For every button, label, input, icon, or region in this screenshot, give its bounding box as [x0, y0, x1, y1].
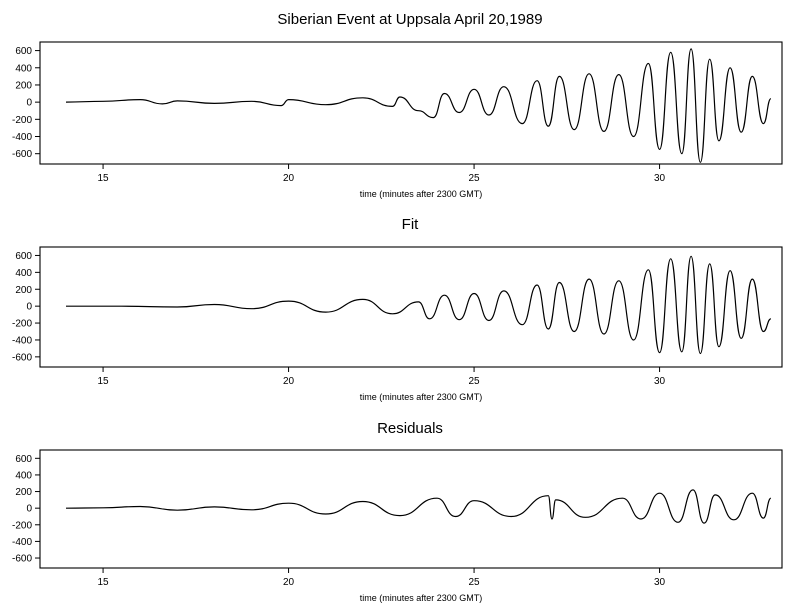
y-tick-label: 200: [15, 487, 32, 498]
y-tick-label: -200: [12, 520, 32, 531]
y-tick-label: 400: [15, 63, 32, 74]
series-line: [65, 48, 772, 163]
y-tick-label: 400: [15, 268, 32, 279]
x-tick-label: 15: [98, 173, 110, 184]
plot-frame: [39, 246, 783, 368]
y-tick-label: 600: [15, 454, 32, 465]
y-tick-label: 600: [15, 46, 32, 57]
x-axis-label: time (minutes after 2300 GMT): [360, 593, 483, 603]
plot-frame: [39, 41, 783, 165]
x-tick-label: 20: [283, 577, 295, 588]
x-axis-label: time (minutes after 2300 GMT): [360, 392, 483, 402]
y-tick-label: -400: [12, 132, 32, 143]
x-tick-label: 30: [654, 577, 666, 588]
y-tick-label: 0: [26, 98, 32, 109]
y-tick-label: -600: [12, 149, 32, 160]
y-tick-label: 0: [26, 302, 32, 313]
x-tick-label: 15: [98, 577, 110, 588]
x-tick-label: 25: [469, 173, 481, 184]
x-tick-label: 15: [98, 376, 110, 387]
panel-event: Siberian Event at Uppsala April 20,1989 …: [12, 11, 783, 199]
x-axis-label: time (minutes after 2300 GMT): [360, 189, 483, 199]
series-line: [66, 255, 772, 355]
x-tick-label: 25: [469, 376, 481, 387]
y-tick-label: 0: [26, 504, 32, 515]
panel-title: Residuals: [377, 420, 443, 437]
panel-title: Siberian Event at Uppsala April 20,1989: [277, 11, 542, 28]
x-tick-label: 30: [654, 376, 666, 387]
y-tick-label: -200: [12, 115, 32, 126]
panel-title: Fit: [402, 216, 419, 233]
y-tick-label: 400: [15, 470, 32, 481]
x-tick-label: 25: [469, 577, 481, 588]
series-line: [65, 489, 772, 524]
x-tick-label: 20: [283, 376, 295, 387]
plot-frame: [39, 449, 783, 569]
y-tick-label: 200: [15, 80, 32, 91]
panel-fit: Fit -600 -400 -200 0 200 400 600 15 20 25 30 time (…: [12, 216, 783, 402]
y-tick-label: -600: [12, 554, 32, 565]
y-tick-label: 600: [15, 251, 32, 262]
y-tick-label: -400: [12, 537, 32, 548]
y-tick-label: -600: [12, 352, 32, 363]
y-tick-label: 200: [15, 285, 32, 296]
y-tick-label: -200: [12, 319, 32, 330]
y-tick-label: -400: [12, 335, 32, 346]
x-tick-label: 30: [654, 173, 666, 184]
panel-residuals: Residuals -600 -400 -200 0 200 400 600 15 20 25 30…: [12, 420, 783, 603]
x-tick-label: 20: [283, 173, 295, 184]
